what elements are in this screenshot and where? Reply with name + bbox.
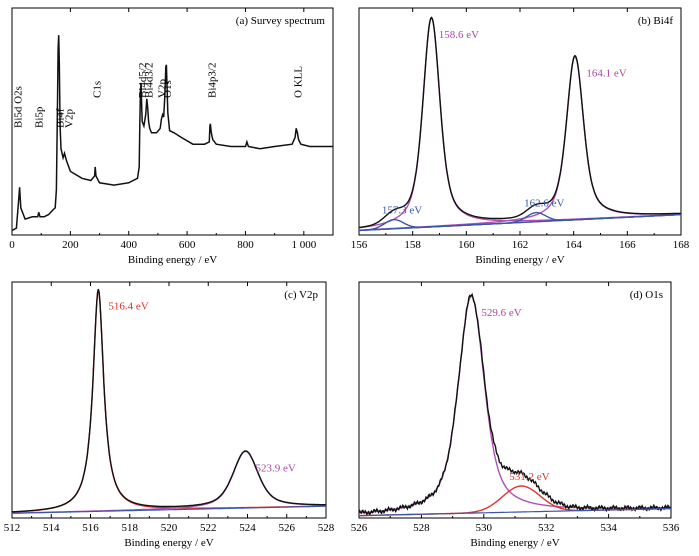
panel-title: (a) Survey spectrum: [236, 15, 326, 27]
peak-annotation: C1s: [92, 81, 104, 98]
fit-component-purple: [12, 450, 326, 514]
x-tick-label: 522: [200, 522, 217, 534]
x-tick-label: 800: [237, 239, 254, 251]
x-tick-label: 164: [565, 239, 582, 251]
peak-annotation: V2p: [63, 109, 75, 128]
x-tick-label: 166: [619, 239, 636, 251]
peak-annotation: O KLL: [292, 66, 304, 98]
peak-energy-label: 162.6 eV: [524, 198, 564, 210]
x-tick-label: 200: [62, 239, 79, 251]
x-tick-label: 532: [538, 522, 555, 534]
x-axis-label: Binding energy / eV: [128, 254, 217, 266]
panel-title: (c) V2p: [284, 289, 318, 301]
background-line: [12, 505, 326, 514]
panel-title: (d) O1s: [630, 289, 663, 301]
x-tick-label: 0: [9, 239, 15, 251]
background-line: [358, 214, 681, 232]
plot-frame: [11, 281, 327, 519]
peak-annotation: Bi5d O2s: [12, 86, 24, 128]
panel-a-survey: 0 200 400 600 800 1 000 Binding energy / eV (a)…: [9, 7, 334, 266]
background-line: [359, 508, 671, 517]
x-axis-label: Binding energy / eV: [470, 537, 559, 549]
peak-annotation: Bi4d3/2: [144, 63, 156, 98]
x-tick-label: 516: [82, 522, 99, 534]
x-axis-label: Binding energy / eV: [124, 537, 213, 549]
x-tick-label: 400: [120, 239, 137, 251]
x-tick-label: 528: [413, 522, 430, 534]
plot-frame: [358, 7, 682, 236]
measured-spectrum-line: [358, 16, 682, 229]
peak-energy-label: 158.6 eV: [439, 29, 479, 41]
fit-component-red: [12, 289, 326, 513]
x-tick-label: 524: [239, 522, 256, 534]
x-tick-label: 520: [161, 522, 178, 534]
survey-spectrum-line: [11, 35, 333, 232]
peak-energy-label: 157.3 eV: [382, 205, 422, 217]
x-tick-label: 530: [476, 522, 493, 534]
peak-annotation: V2p: [157, 79, 169, 98]
peak-annotation: Bi4p3/2: [206, 63, 218, 98]
x-tick-label: 162: [512, 239, 529, 251]
x-tick-label: 160: [458, 239, 475, 251]
peak-annotation: Bi4f: [54, 108, 66, 128]
measured-spectrum-line: [358, 292, 672, 516]
peak-energy-label: 529.6 eV: [481, 307, 521, 319]
x-tick-label: 600: [179, 239, 196, 251]
measured-spectrum-line: [11, 288, 326, 513]
x-tick-label: 526: [279, 522, 296, 534]
panel-title: (b) Bi4f: [638, 15, 673, 27]
peak-energy-label: 523.9 eV: [256, 462, 296, 474]
x-tick-label: 158: [404, 239, 421, 251]
peak-annotation: O1s: [162, 80, 174, 98]
x-tick-label: 528: [318, 522, 335, 534]
fit-component-red: [359, 485, 671, 517]
x-tick-label: 526: [351, 522, 368, 534]
peak-annotation: Bi4d5/2: [137, 63, 149, 98]
x-tick-label: 156: [351, 239, 368, 251]
x-tick-label: 512: [4, 522, 21, 534]
x-tick-label: 514: [43, 522, 60, 534]
peak-energy-label: 164.1 eV: [586, 67, 626, 79]
x-tick-label: 534: [600, 522, 617, 534]
plot-frame: [11, 7, 334, 236]
x-tick-label: 518: [122, 522, 139, 534]
x-tick-label: 168: [673, 239, 690, 251]
x-tick-label: 1 000: [291, 239, 316, 251]
x-tick-label: 536: [663, 522, 680, 534]
panel-c-v2p: 512 514 516 518 520 522 524 526 528 Binding energ…: [4, 281, 335, 549]
panel-d-o1s: 526 528 530 532 534 536 Binding energy / eV (d)…: [351, 281, 680, 549]
peak-annotation: Bi5p: [33, 106, 45, 128]
x-axis-label: Binding energy / eV: [475, 254, 564, 266]
peak-energy-label: 531.2 eV: [509, 471, 549, 483]
panel-b-bi4f: 156 158 160 162 164 166 168 Binding energy / eV…: [351, 7, 690, 266]
fit-component-purple: [358, 16, 682, 229]
peak-energy-label: 516.4 eV: [108, 300, 148, 312]
